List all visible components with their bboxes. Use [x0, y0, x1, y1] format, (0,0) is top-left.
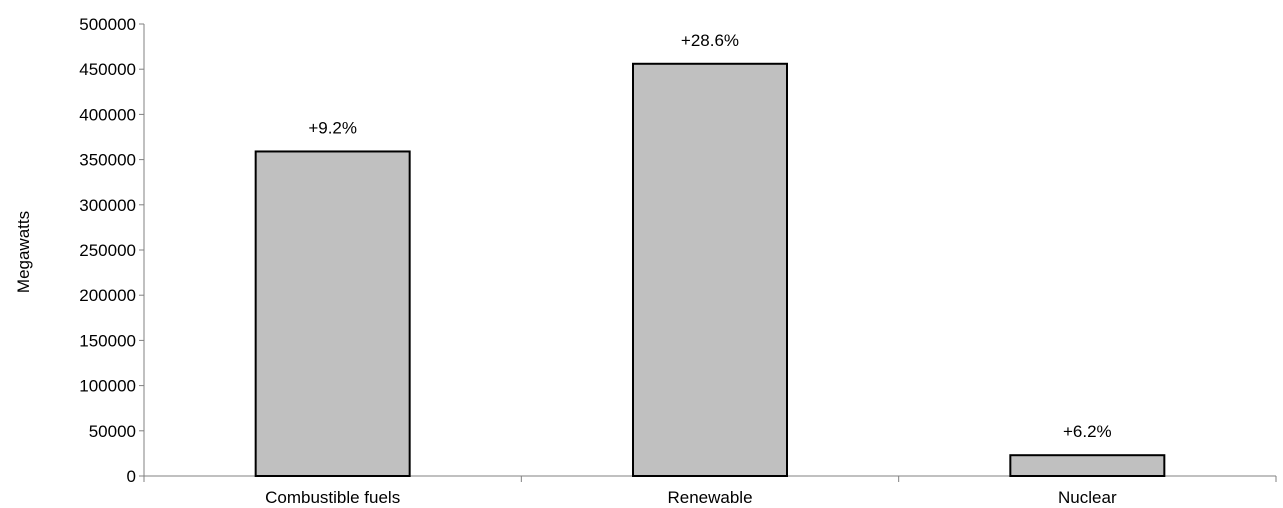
y-tick-label: 450000	[79, 60, 136, 79]
x-tick-label: Combustible fuels	[265, 488, 400, 507]
y-tick-label: 50000	[89, 422, 136, 441]
y-axis: 0 50000 100000 150000 200000 250000 300000 3500…	[79, 15, 145, 486]
y-tick-label: 400000	[79, 105, 136, 124]
bar-renewable	[632, 62, 788, 477]
x-tick-label: Renewable	[667, 488, 752, 507]
bar-combustible-fuels	[254, 150, 411, 478]
y-tick-label: 500000	[79, 15, 136, 34]
y-tick-label: 300000	[79, 196, 136, 215]
y-tick-label: 100000	[79, 377, 136, 396]
y-tick-label: 150000	[79, 331, 136, 350]
y-axis-title: Megawatts	[14, 211, 33, 293]
data-label: +28.6%	[681, 31, 739, 50]
data-labels: +9.2% +28.6% +6.2%	[308, 31, 1111, 441]
y-tick-label: 0	[127, 467, 136, 486]
x-axis: Combustible fuels Renewable Nuclear	[143, 475, 1277, 507]
y-tick-label: 250000	[79, 241, 136, 260]
data-label: +9.2%	[308, 118, 357, 137]
bar-nuclear	[1009, 454, 1166, 478]
bars	[254, 62, 1166, 478]
y-tick-label: 200000	[79, 286, 136, 305]
data-label: +6.2%	[1063, 422, 1112, 441]
x-tick-label: Nuclear	[1058, 488, 1117, 507]
y-tick-label: 350000	[79, 151, 136, 170]
